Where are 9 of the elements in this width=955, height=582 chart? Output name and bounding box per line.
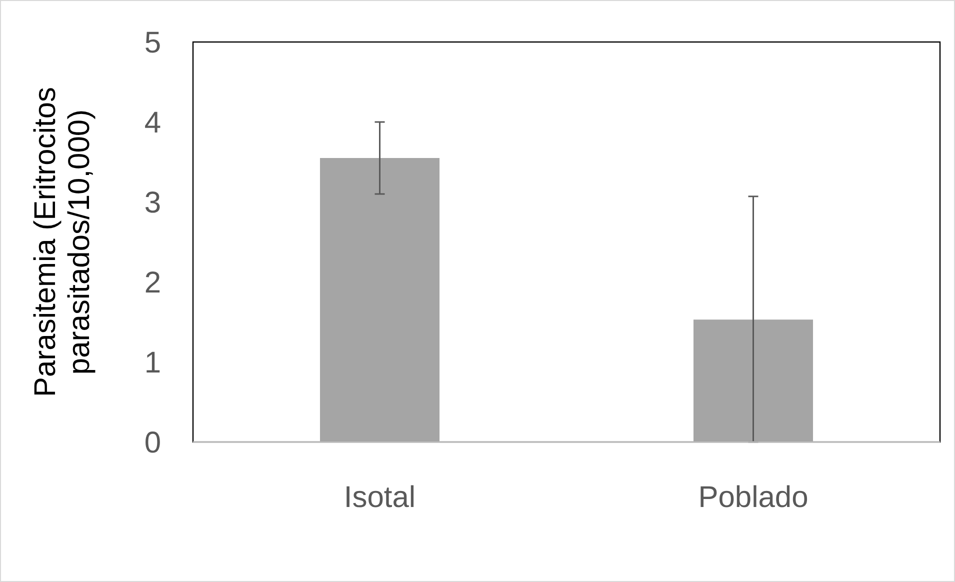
y-tick-label: 4 — [144, 106, 161, 140]
y-axis-title: Parasitemia (Eritrocitos parasitados/10,000) — [29, 86, 96, 398]
y-tick-label: 1 — [144, 346, 161, 380]
x-tick-label: Poblado — [698, 481, 808, 514]
y-tick-label: 2 — [144, 266, 161, 300]
y-tick-label: 0 — [144, 426, 161, 460]
x-tick-label: Isotal — [344, 481, 416, 514]
y-tick-label: 5 — [144, 26, 161, 60]
y-tick-label: 3 — [144, 186, 161, 220]
